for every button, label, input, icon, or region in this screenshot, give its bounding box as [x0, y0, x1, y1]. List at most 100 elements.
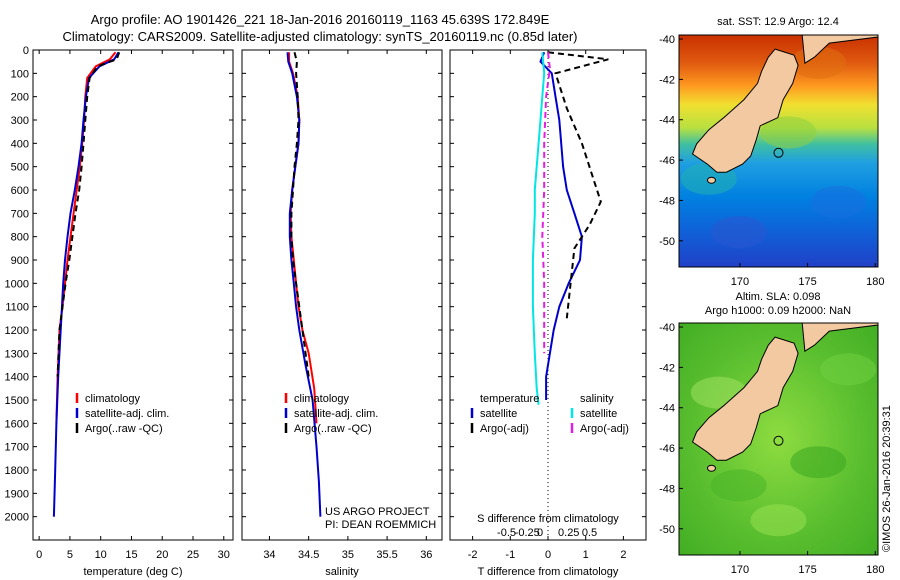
depth-tick-label: 900 — [11, 255, 29, 267]
legend-entry: satellite-adj. clim. — [85, 408, 169, 420]
x-tick-label: 2 — [620, 549, 626, 561]
sst-field-patch — [710, 216, 767, 249]
x-tick-label: 34.5 — [298, 549, 319, 561]
depth-tick-label: 1800 — [5, 465, 29, 477]
x-tick-label: 0 — [545, 549, 551, 561]
stewart-island-land — [706, 464, 716, 472]
series-line-1 — [52, 51, 120, 517]
x-tick-label: 1 — [583, 549, 589, 561]
sst-field-patch — [810, 186, 867, 219]
sla-field-patch — [820, 353, 877, 386]
series-line-0 — [539, 51, 583, 400]
map-x-tick-label: 170 — [731, 564, 749, 576]
depth-tick-label: 200 — [11, 92, 29, 104]
x-tick-label: -2 — [468, 549, 478, 561]
top-x-tick-label: 0.5 — [582, 527, 597, 539]
map-y-tick-label: -42 — [659, 74, 675, 86]
map-y-tick-label: -48 — [659, 483, 675, 495]
x-tick-label: 35 — [342, 549, 354, 561]
depth-tick-label: 800 — [11, 232, 29, 244]
depth-tick-label: 600 — [11, 185, 29, 197]
series-line-2 — [531, 52, 546, 405]
panel-0-frame — [32, 49, 234, 541]
map-y-tick-label: -46 — [659, 155, 675, 167]
x-axis-label: salinity — [325, 566, 359, 578]
top-x-tick-label: 0 — [537, 527, 543, 539]
depth-tick-label: 1900 — [5, 488, 29, 500]
map-x-tick-label: 180 — [866, 276, 884, 288]
x-axis-label: T difference from climatology — [478, 566, 619, 578]
map-x-tick-label: 180 — [866, 564, 884, 576]
imos-credit: ©IMOS 26-Jan-2016 20:39:31 — [881, 405, 893, 552]
depth-tick-label: 1000 — [5, 278, 29, 290]
sst-map-frame — [678, 34, 879, 268]
depth-tick-label: 1600 — [5, 418, 29, 430]
top-x-axis-label: S difference from climatology — [477, 513, 619, 525]
depth-tick-label: 500 — [11, 162, 29, 174]
sla-field-patch — [790, 446, 847, 479]
depth-tick-label: 700 — [11, 208, 29, 220]
sst-map-title: sat. SST: 12.9 Argo: 12.4 — [717, 16, 839, 28]
south-island-land — [691, 48, 799, 173]
x-tick-label: 5 — [67, 549, 73, 561]
legend-entry: Argo(..raw -QC) — [294, 423, 372, 435]
depth-tick-label: 400 — [11, 138, 29, 150]
map-y-tick-label: -44 — [659, 403, 675, 415]
map-y-tick-label: -50 — [659, 524, 675, 536]
depth-tick-label: 2000 — [5, 512, 29, 524]
map-x-tick-label: 175 — [798, 276, 816, 288]
map-y-tick-label: -40 — [659, 34, 675, 46]
map-y-tick-label: -48 — [659, 195, 675, 207]
stewart-island-land — [706, 176, 716, 184]
map-x-tick-label: 175 — [798, 564, 816, 576]
depth-tick-label: 1400 — [5, 372, 29, 384]
x-tick-label: 0 — [36, 549, 42, 561]
legend-entry: climatology — [85, 393, 141, 405]
depth-tick-label: 1700 — [5, 442, 29, 454]
sla-map-frame — [678, 322, 879, 556]
series-line-3 — [541, 52, 551, 354]
x-tick-label: 34 — [263, 549, 275, 561]
legend-entry: climatology — [294, 393, 350, 405]
map-y-tick-label: -44 — [659, 115, 675, 127]
map-y-tick-label: -46 — [659, 443, 675, 455]
depth-tick-label: 1300 — [5, 348, 29, 360]
depth-tick-label: 100 — [11, 68, 29, 80]
pi-credit: PI: DEAN ROEMMICH — [325, 519, 437, 531]
sla-map-title-1: Altim. SLA: 0.098 — [735, 291, 821, 303]
x-tick-label: 25 — [187, 549, 199, 561]
map-x-tick-label: 170 — [731, 276, 749, 288]
map-y-tick-label: -42 — [659, 362, 675, 374]
south-island-land — [691, 336, 799, 461]
legend-entry: Argo(..raw -QC) — [85, 423, 163, 435]
map-y-tick-label: -40 — [659, 322, 675, 334]
sla-map-title-2: Argo h1000: 0.09 h2000: NaN — [704, 305, 852, 317]
x-tick-label: 35.5 — [376, 549, 397, 561]
depth-tick-label: 0 — [23, 45, 29, 57]
depth-tick-label: 1100 — [5, 302, 29, 314]
x-tick-label: 30 — [218, 549, 230, 561]
x-axis-label: temperature (deg C) — [83, 566, 182, 578]
sla-field-patch — [710, 469, 767, 502]
argo-location-marker — [773, 147, 784, 158]
sst-field-patch — [760, 116, 817, 149]
top-x-tick-label: -0.5 — [497, 527, 516, 539]
legend-entry: Argo(-adj) — [580, 423, 629, 435]
x-tick-label: -1 — [505, 549, 515, 561]
sla-field-patch — [750, 504, 807, 537]
legend-entry: Argo(-adj) — [480, 423, 529, 435]
top-x-tick-label: 0.25 — [558, 527, 579, 539]
depth-tick-label: 1200 — [5, 325, 29, 337]
top-x-tick-label: -0.25 — [515, 527, 540, 539]
x-tick-label: 10 — [95, 549, 107, 561]
depth-tick-label: 300 — [11, 115, 29, 127]
legend-entry: satellite — [580, 408, 617, 420]
x-tick-label: 20 — [156, 549, 168, 561]
depth-tick-label: 1500 — [5, 395, 29, 407]
argo-location-marker — [773, 435, 784, 446]
legend-entry: temperature — [480, 393, 539, 405]
page-subtitle: Climatology: CARS2009. Satellite-adjuste… — [62, 29, 578, 44]
x-tick-label: 15 — [125, 549, 137, 561]
legend-entry: satellite — [480, 408, 517, 420]
